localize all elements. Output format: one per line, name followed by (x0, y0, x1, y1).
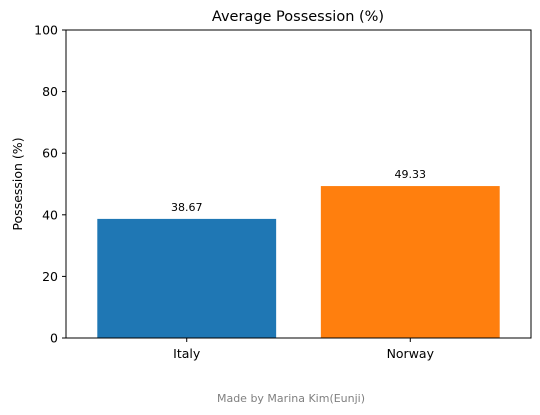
x-tick-label-italy: Italy (173, 346, 201, 361)
data-label-norway: 49.33 (395, 168, 427, 181)
y-tick-label: 20 (42, 269, 58, 284)
y-tick-label: 100 (34, 23, 58, 38)
x-tick-label-norway: Norway (387, 346, 435, 361)
y-tick-label: 40 (42, 207, 58, 222)
chart-title: Average Possession (%) (212, 9, 384, 25)
bar-italy (97, 219, 276, 338)
y-axis-label: Possession (%) (10, 137, 25, 230)
y-tick-label: 0 (50, 331, 58, 346)
bar-norway (321, 186, 500, 338)
y-tick-label: 80 (42, 84, 58, 99)
data-label-italy: 38.67 (171, 201, 203, 214)
y-tick-label: 60 (42, 146, 58, 161)
credit-text: Made by Marina Kim(Eunji) (217, 392, 365, 405)
